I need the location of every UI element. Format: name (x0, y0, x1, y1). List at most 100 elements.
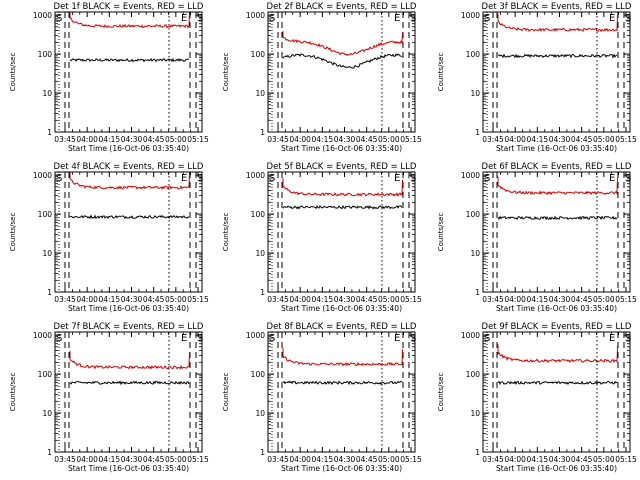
plot-frame (54, 331, 203, 453)
panel-title: Det 6f BLACK = Events, RED = LLD (482, 162, 632, 172)
y-tick-label: 1000 (33, 171, 52, 180)
y-tick-label: 1000 (33, 11, 52, 20)
detector-panel-1: Det 1f BLACK = Events, RED = LLD Counts/s… (9, 2, 209, 153)
y-axis-label: Counts/sec (9, 213, 17, 252)
x-tick-label: 03:45 (482, 295, 504, 304)
start-marker-label: S (269, 13, 275, 24)
y-tick-label: 100 (466, 370, 481, 379)
y-tick-label: 1000 (246, 331, 265, 340)
events-series-line (282, 204, 403, 210)
events-series-line (497, 380, 618, 386)
x-tick-label: 05:00 (165, 135, 187, 144)
plot-frame (54, 11, 203, 133)
y-tick-label: 1 (260, 288, 265, 297)
x-tick-label: 05:15 (400, 455, 422, 464)
start-marker-label: S (56, 333, 62, 344)
x-tick-label: 04:15 (527, 295, 549, 304)
lld-series-line (69, 172, 190, 190)
x-tick-label: 05:15 (615, 455, 637, 464)
x-tick-label: 03:45 (482, 135, 504, 144)
x-tick-label: 03:45 (482, 455, 504, 464)
x-axis-label: Start Time (16-Oct-06 03:35:40) (281, 464, 402, 473)
y-axis-label: Counts/sec (9, 373, 17, 412)
x-tick-label: 05:00 (378, 455, 400, 464)
x-axis-label: Start Time (16-Oct-06 03:35:40) (68, 144, 189, 153)
x-tick-label: 04:45 (143, 135, 165, 144)
detector-panel-8: Det 8f BLACK = Events, RED = LLD Counts/s… (222, 322, 422, 473)
y-tick-label: 1 (475, 288, 480, 297)
y-axis-label: Counts/sec (437, 213, 445, 252)
panel-title: Det 7f BLACK = Events, RED = LLD (54, 322, 204, 332)
y-tick-label: 1 (260, 448, 265, 457)
x-axis-label: Start Time (16-Oct-06 03:35:40) (281, 304, 402, 313)
x-tick-label: 04:45 (571, 135, 593, 144)
x-tick-label: 03:45 (267, 455, 289, 464)
detector-panel-4: Det 4f BLACK = Events, RED = LLD Counts/s… (9, 162, 209, 313)
y-tick-label: 10 (255, 409, 265, 418)
start-marker-label: S (197, 333, 203, 344)
plot-frame (482, 331, 631, 453)
x-tick-label: 03:45 (54, 455, 76, 464)
y-axis-label: Counts/sec (437, 53, 445, 92)
end-marker-label: E (609, 173, 615, 184)
x-tick-label: 04:00 (504, 135, 526, 144)
start-marker-label: S (410, 333, 416, 344)
y-tick-label: 1000 (461, 171, 480, 180)
y-tick-label: 10 (470, 409, 480, 418)
start-marker-label: S (197, 13, 203, 24)
detector-panel-9: Det 9f BLACK = Events, RED = LLD Counts/s… (437, 322, 637, 473)
x-tick-label: 04:30 (334, 295, 356, 304)
start-marker-label: S (484, 333, 490, 344)
y-tick-label: 10 (470, 89, 480, 98)
x-tick-label: 04:30 (334, 455, 356, 464)
x-tick-label: 05:00 (378, 135, 400, 144)
x-axis-label: Start Time (16-Oct-06 03:35:40) (281, 144, 402, 153)
x-tick-label: 04:45 (571, 455, 593, 464)
x-tick-label: 04:00 (76, 295, 98, 304)
x-tick-label: 04:45 (356, 135, 378, 144)
y-tick-label: 100 (466, 50, 481, 59)
panel-title: Det 4f BLACK = Events, RED = LLD (54, 162, 204, 172)
x-axis-label: Start Time (16-Oct-06 03:35:40) (496, 144, 617, 153)
panel-title: Det 3f BLACK = Events, RED = LLD (482, 2, 632, 12)
lld-series-line (497, 176, 618, 196)
start-marker-label: S (269, 333, 275, 344)
x-tick-label: 05:15 (400, 295, 422, 304)
start-marker-label: S (625, 333, 631, 344)
end-marker-label: E (181, 333, 187, 344)
x-tick-label: 04:00 (76, 135, 98, 144)
end-marker-label: E (181, 173, 187, 184)
x-tick-label: 04:15 (312, 455, 334, 464)
plot-frame (267, 11, 416, 133)
y-tick-label: 1 (260, 128, 265, 137)
y-tick-label: 1 (47, 128, 52, 137)
x-tick-label: 04:30 (121, 295, 143, 304)
x-tick-label: 04:30 (334, 135, 356, 144)
x-tick-label: 04:00 (289, 135, 311, 144)
x-tick-label: 05:15 (187, 295, 209, 304)
x-tick-label: 03:45 (54, 295, 76, 304)
detector-panel-3: Det 3f BLACK = Events, RED = LLD Counts/s… (437, 2, 637, 153)
x-tick-label: 04:30 (549, 455, 571, 464)
x-tick-label: 05:00 (593, 135, 615, 144)
events-series-line (498, 53, 618, 59)
x-axis-label: Start Time (16-Oct-06 03:35:40) (496, 464, 617, 473)
plot-frame (54, 171, 203, 293)
y-tick-label: 1000 (246, 11, 265, 20)
y-axis-label: Counts/sec (437, 373, 445, 412)
lld-series-line (282, 178, 403, 197)
detector-panel-6: Det 6f BLACK = Events, RED = LLD Counts/s… (437, 162, 637, 313)
x-tick-label: 05:00 (165, 295, 187, 304)
y-tick-label: 10 (42, 249, 52, 258)
x-tick-label: 04:15 (99, 135, 121, 144)
lld-series-line (282, 347, 403, 367)
y-tick-label: 1 (475, 448, 480, 457)
x-tick-label: 03:45 (54, 135, 76, 144)
detector-panel-5: Det 5f BLACK = Events, RED = LLD Counts/s… (222, 162, 422, 313)
events-series-line (69, 57, 190, 63)
x-tick-label: 04:30 (121, 455, 143, 464)
x-axis-label: Start Time (16-Oct-06 03:35:40) (68, 464, 189, 473)
x-tick-label: 04:45 (356, 455, 378, 464)
y-tick-label: 1000 (33, 331, 52, 340)
